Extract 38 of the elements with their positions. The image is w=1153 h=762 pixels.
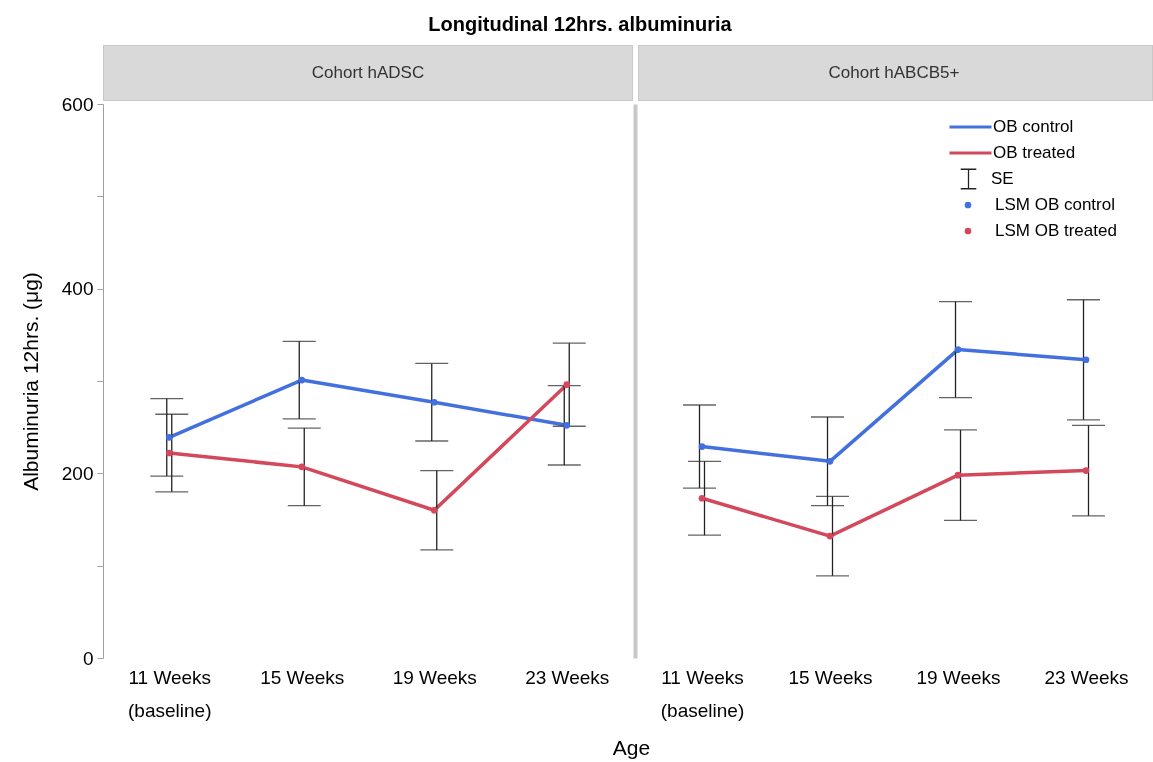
point [698,494,706,502]
x-tick-label: 11 Weeks (baseline) [660,666,745,721]
x-tick-label: 23 Weeks [1044,666,1129,688]
point [430,398,438,406]
point [298,376,306,384]
x-tick-label: 19 Weeks [916,666,1001,688]
point [298,463,306,471]
point [563,381,571,389]
x-tick-label: 19 Weeks [392,666,477,688]
point [1082,356,1090,364]
y-axis-title: Albuminuria 12hrs. (μg) [18,272,42,491]
point [563,421,571,429]
x-tick-label: 15 Weeks [260,666,345,688]
legend-label: OB treated [993,143,1076,162]
point [954,471,962,479]
point [165,449,173,457]
y-tick-label: 600 [61,93,94,115]
legend-label: LSM OB treated [995,221,1117,240]
point [826,532,834,540]
chart-title: Longitudinal 12hrs. albuminuria [428,13,733,35]
legend-label: LSM OB control [995,195,1115,214]
annotation: SE [991,169,1014,188]
chart-subtitle: Cohort hADSC [311,63,425,82]
point [698,443,706,450]
legend-label: OB control [993,117,1074,136]
x-tick-label: 15 Weeks [788,666,873,688]
point [826,457,834,465]
x-tick-label: 11 Weeks (baseline) [128,666,212,721]
point [1082,467,1090,474]
chart-subtitle: Cohort hABCB5+ [828,63,960,82]
point [430,506,438,514]
y-tick-label: 400 [61,278,94,300]
point [165,433,173,441]
x-axis-title: Age [612,735,651,759]
x-tick-label: 23 Weeks [525,666,610,688]
point [954,346,962,353]
y-tick-label: 0 [82,647,94,669]
y-tick-label: 200 [61,462,94,484]
